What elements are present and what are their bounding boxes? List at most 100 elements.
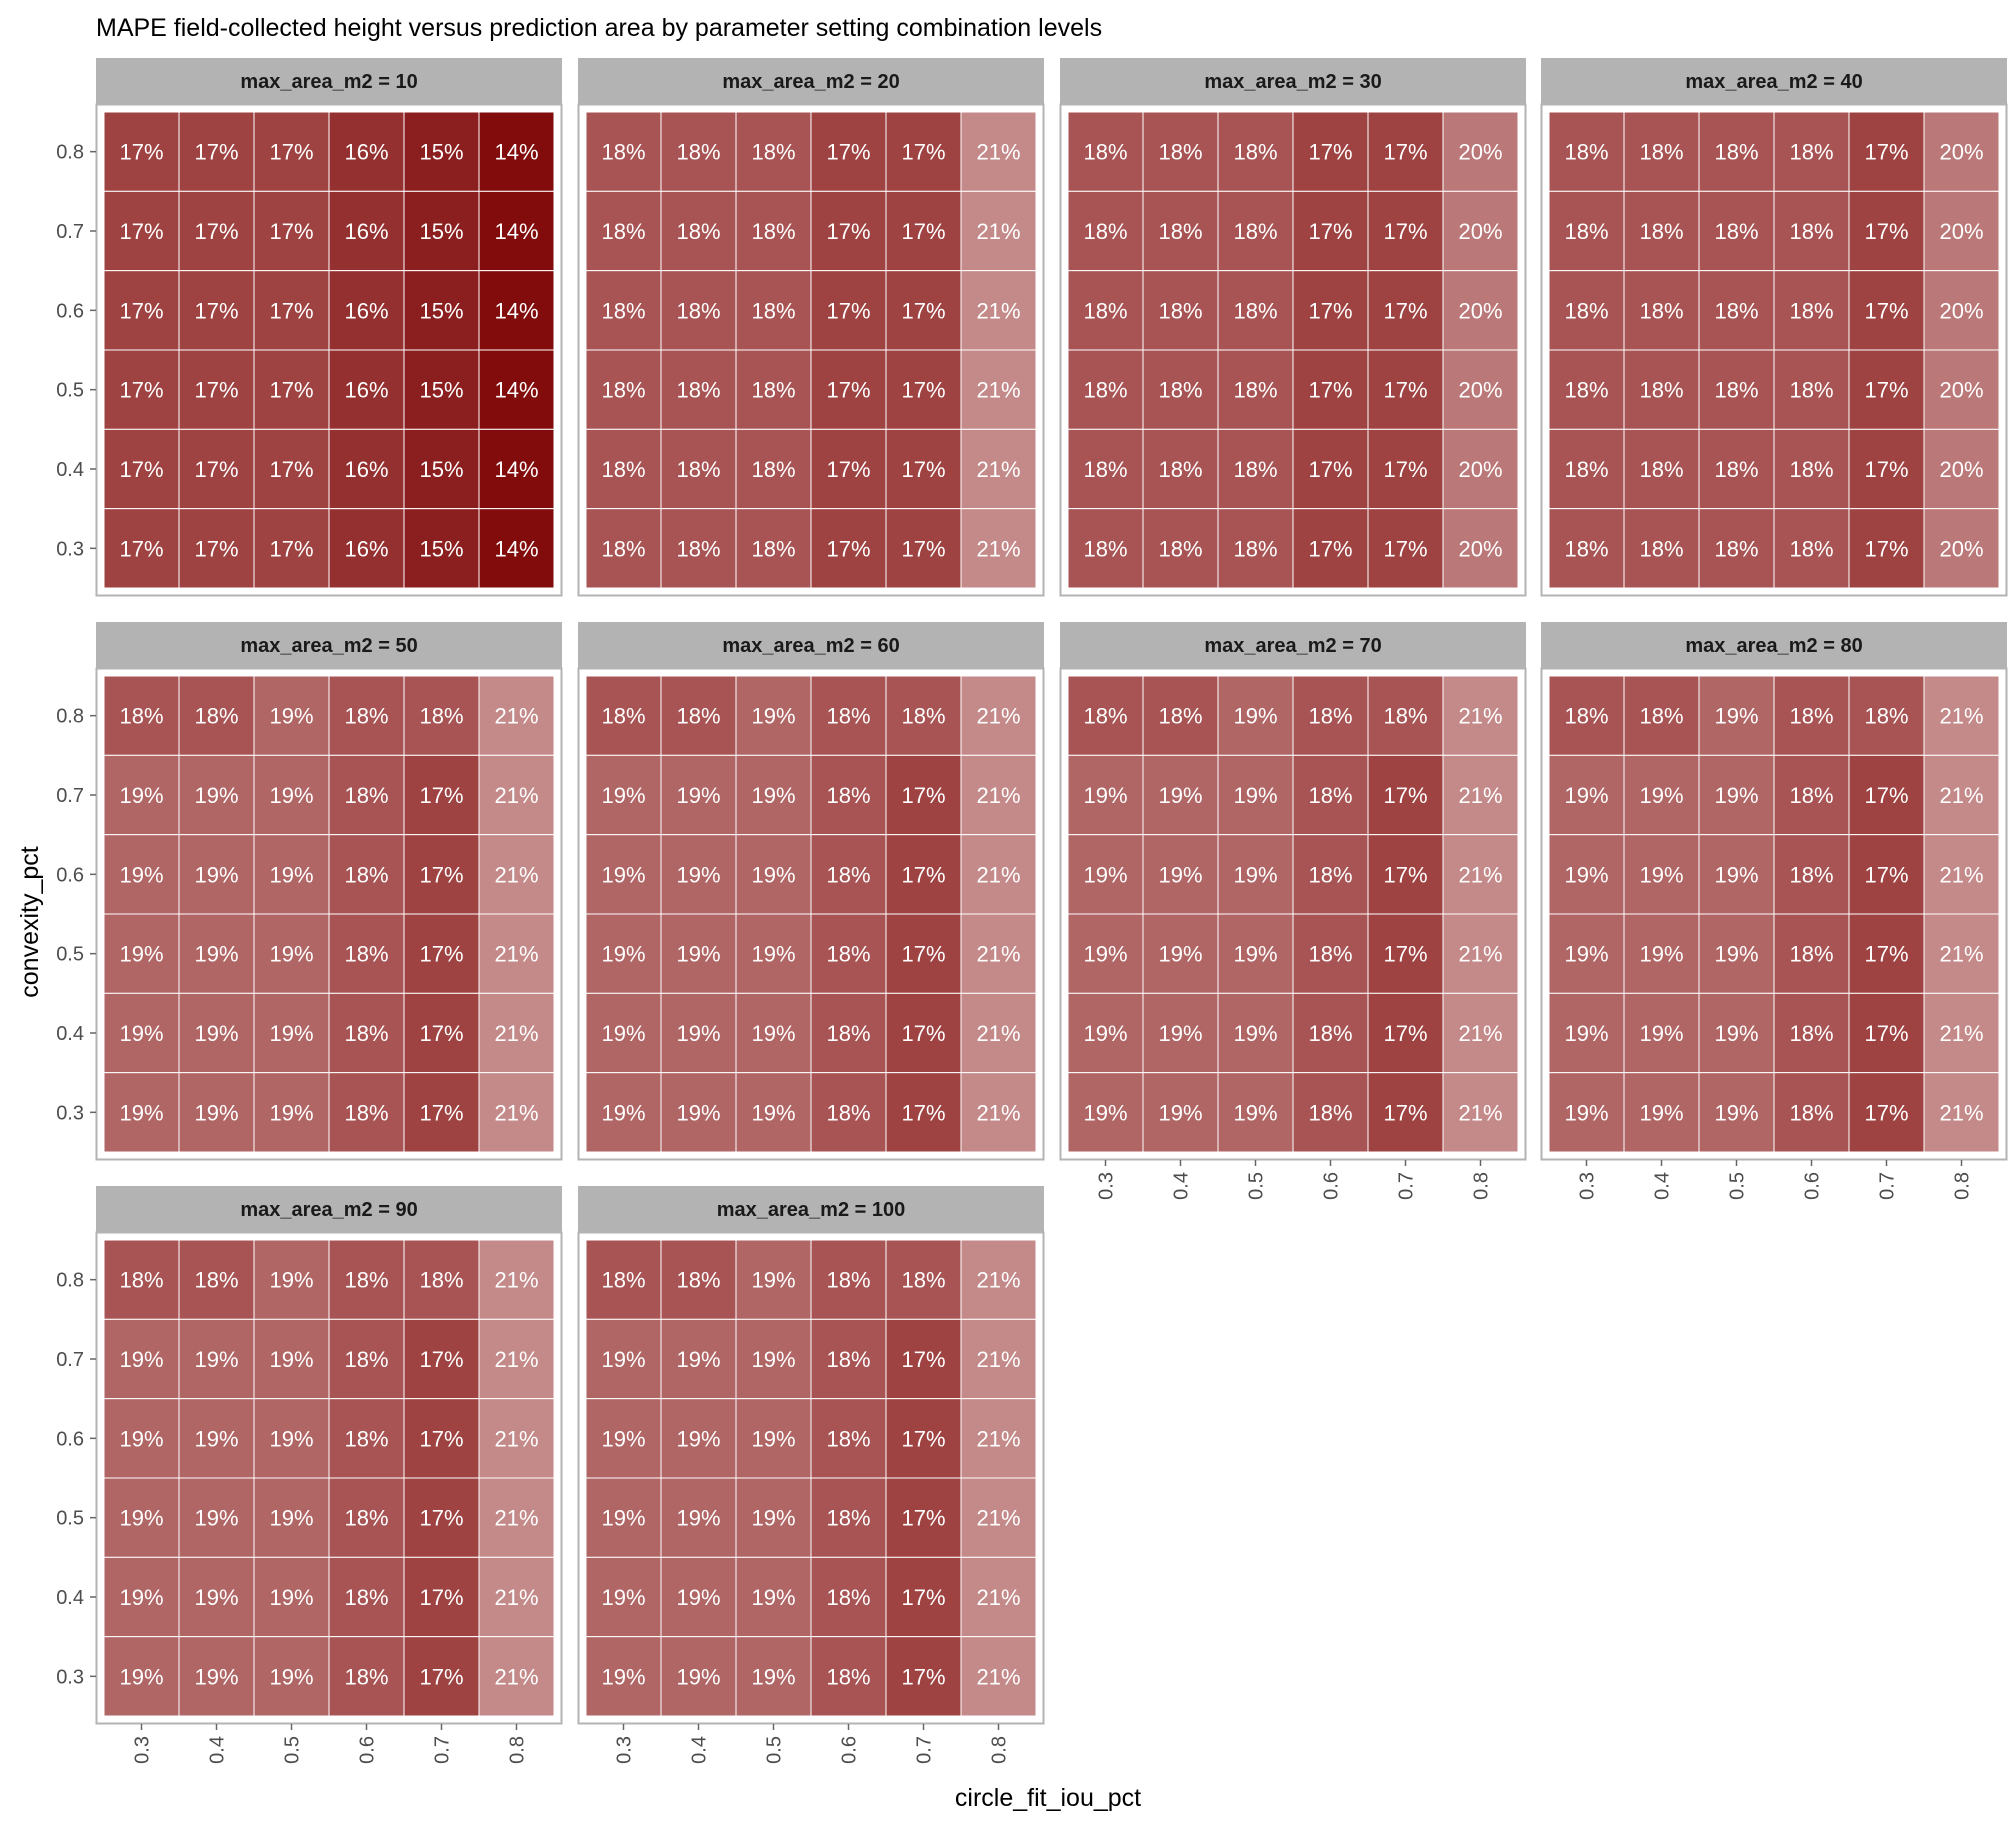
heatmap-cell xyxy=(885,1318,962,1400)
cell-value-label: 20% xyxy=(1939,298,1983,323)
facet-panel: max_area_m2 = 90 18% 18% 19% 18% 18% 21% 19% 19%… xyxy=(95,1186,563,1725)
cell-value-label: 18% xyxy=(1308,942,1352,967)
cell-value-label: 19% xyxy=(1639,942,1683,967)
cell-value-label: 18% xyxy=(601,1268,645,1293)
heatmap-cell xyxy=(885,1477,962,1558)
cell-value-label: 17% xyxy=(119,378,163,403)
cell-value-label: 17% xyxy=(1383,942,1427,967)
cell-value-label: 21% xyxy=(976,378,1020,403)
heatmap-cell xyxy=(660,508,737,589)
cell-value-label: 18% xyxy=(826,942,870,967)
heatmap-cell xyxy=(403,190,480,272)
heatmap-cell xyxy=(1848,992,1925,1074)
cell-value-label: 18% xyxy=(1233,536,1277,561)
heatmap-cell xyxy=(328,1318,405,1400)
cell-value-label: 17% xyxy=(901,1021,945,1046)
cell-value-label: 18% xyxy=(601,140,645,165)
heatmap-cell xyxy=(478,1556,555,1638)
cell-value-label: 18% xyxy=(1789,378,1833,403)
cell-value-label: 17% xyxy=(419,942,463,967)
heatmap-cell xyxy=(103,754,180,836)
x-tick-label: 0.3 xyxy=(1096,1172,1118,1200)
cell-value-label: 21% xyxy=(976,1268,1020,1293)
cell-value-label: 17% xyxy=(826,457,870,482)
cell-value-label: 19% xyxy=(601,1664,645,1689)
heatmap-cell xyxy=(960,270,1037,351)
heatmap-cell xyxy=(810,913,887,994)
cell-value-label: 17% xyxy=(419,783,463,808)
heatmap-cell xyxy=(328,992,405,1074)
cell-value-label: 20% xyxy=(1458,298,1502,323)
y-tick-label: 0.8 xyxy=(56,706,84,728)
cell-value-label: 16% xyxy=(344,536,388,561)
cell-value-label: 21% xyxy=(1939,942,1983,967)
heatmap-cell xyxy=(1773,111,1850,192)
heatmap-cell xyxy=(1848,111,1925,192)
heatmap-cell xyxy=(1623,754,1700,836)
heatmap-cell xyxy=(735,508,812,589)
cell-value-label: 17% xyxy=(269,457,313,482)
heatmap-cell xyxy=(328,270,405,351)
y-tick-label: 0.4 xyxy=(56,459,84,481)
cell-value-label: 19% xyxy=(1158,942,1202,967)
heatmap-cell xyxy=(960,1636,1037,1717)
facet-strip xyxy=(578,622,1044,668)
x-tick-label: 0.6 xyxy=(1321,1172,1343,1200)
cell-value-label: 20% xyxy=(1939,378,1983,403)
x-tick-label: 0.5 xyxy=(764,1736,786,1764)
cell-value-label: 18% xyxy=(344,862,388,887)
heatmap-cell xyxy=(1142,508,1219,589)
heatmap-cell xyxy=(735,1318,812,1400)
cell-value-label: 17% xyxy=(269,219,313,244)
cell-value-label: 21% xyxy=(976,457,1020,482)
cell-value-label: 21% xyxy=(1939,783,1983,808)
heatmap-cell xyxy=(1698,190,1775,272)
cell-value-label: 18% xyxy=(1789,140,1833,165)
heatmap-cell xyxy=(960,190,1037,272)
heatmap-cell xyxy=(1442,428,1519,510)
heatmap-cell xyxy=(103,270,180,351)
cell-value-label: 18% xyxy=(676,378,720,403)
cell-value-label: 18% xyxy=(344,1347,388,1372)
cell-value-label: 19% xyxy=(269,1100,313,1125)
cell-value-label: 18% xyxy=(826,862,870,887)
cell-value-label: 19% xyxy=(1714,862,1758,887)
cell-value-label: 19% xyxy=(751,1585,795,1610)
heatmap-cell xyxy=(960,1477,1037,1558)
facet-strip xyxy=(96,622,562,668)
heatmap-cell xyxy=(1923,190,2000,272)
heatmap-cell xyxy=(735,754,812,836)
heatmap-cell xyxy=(253,190,330,272)
cell-value-label: 18% xyxy=(1083,536,1127,561)
cell-value-label: 18% xyxy=(1564,536,1608,561)
cell-value-label: 17% xyxy=(901,783,945,808)
cell-value-label: 18% xyxy=(1083,457,1127,482)
heatmap-cell xyxy=(478,1072,555,1153)
heatmap-cell xyxy=(660,1398,737,1479)
heatmap-cell xyxy=(1773,190,1850,272)
cell-value-label: 18% xyxy=(676,1268,720,1293)
cell-value-label: 19% xyxy=(1714,1021,1758,1046)
heatmap-cell xyxy=(478,1477,555,1558)
heatmap-cell xyxy=(478,675,555,756)
cell-value-label: 19% xyxy=(119,1100,163,1125)
cell-value-label: 19% xyxy=(194,1664,238,1689)
heatmap-cell xyxy=(403,1318,480,1400)
facet-strip xyxy=(578,58,1044,104)
heatmap-cell xyxy=(103,834,180,915)
y-tick-label: 0.5 xyxy=(56,380,84,402)
heatmap-cell xyxy=(1442,270,1519,351)
cell-value-label: 18% xyxy=(1233,140,1277,165)
cell-value-label: 18% xyxy=(1158,140,1202,165)
heatmap-cell xyxy=(1623,270,1700,351)
heatmap-cell xyxy=(403,1636,480,1717)
cell-value-label: 17% xyxy=(826,298,870,323)
x-tick-label: 0.4 xyxy=(1171,1172,1193,1200)
cell-value-label: 17% xyxy=(1383,378,1427,403)
heatmap-cell xyxy=(960,349,1037,430)
cell-value-label: 18% xyxy=(1308,862,1352,887)
cell-value-label: 20% xyxy=(1939,536,1983,561)
heatmap-cell xyxy=(1292,349,1369,430)
cell-value-label: 17% xyxy=(901,1664,945,1689)
heatmap-cell xyxy=(1548,992,1625,1074)
